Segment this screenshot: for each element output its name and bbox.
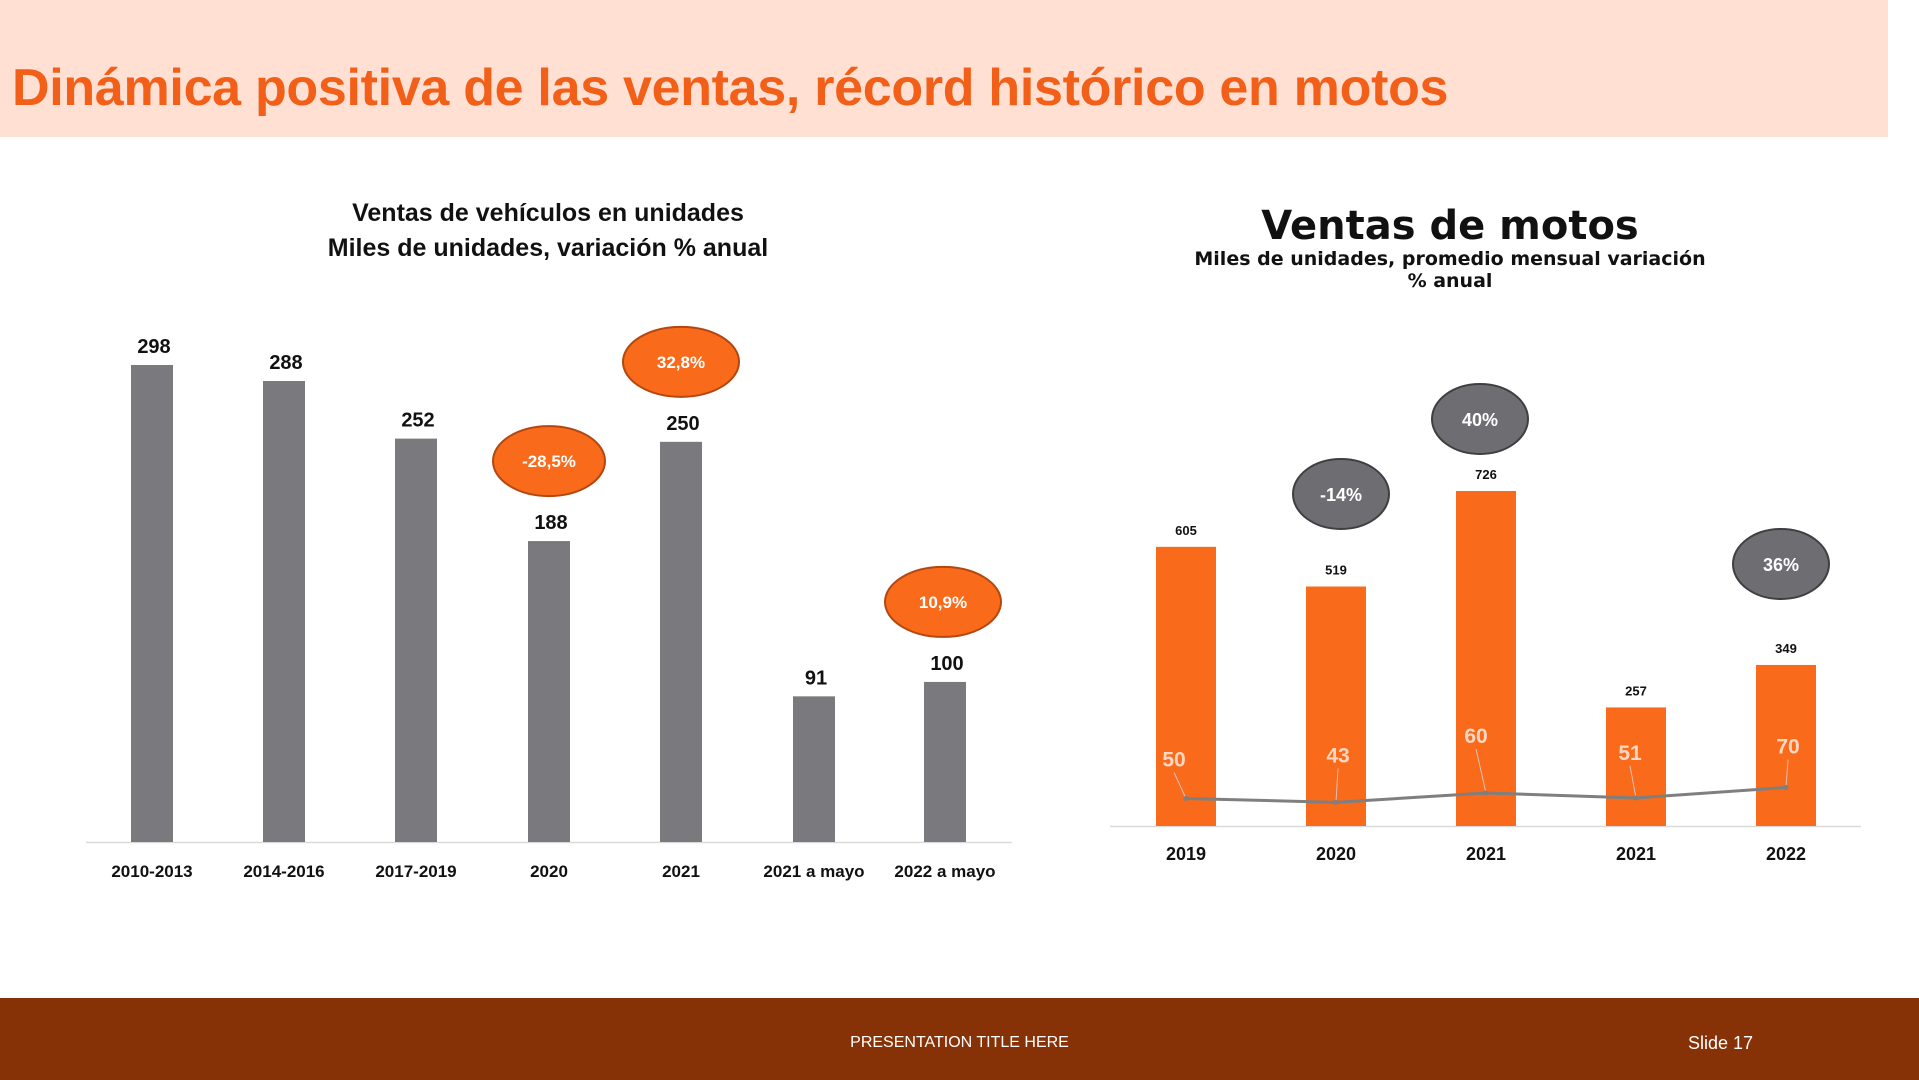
left-bar-value-label-6: 100 <box>930 653 963 675</box>
slide-number: Slide 17 <box>1688 1033 1754 1053</box>
right-line-label-3: 51 <box>1618 742 1642 765</box>
left-category-label-4: 2021 <box>662 862 700 881</box>
right-bar-value-label-4: 349 <box>1775 641 1797 656</box>
right-change-bubble-2 <box>1732 528 1830 600</box>
left-chart-title-block: Ventas de vehículos en unidades Miles de… <box>298 196 798 266</box>
left-bar-2 <box>395 438 437 842</box>
right-bar-3 <box>1606 707 1666 826</box>
right-line-label-4: 70 <box>1776 736 1799 759</box>
left-bar-value-label-2: 252 <box>401 410 434 432</box>
right-category-label-1: 2020 <box>1316 844 1356 864</box>
right-change-label-1: 40% <box>1462 410 1498 430</box>
header-banner: Dinámica positiva de las ventas, récord … <box>0 0 1888 137</box>
left-change-bubble-1 <box>622 325 740 398</box>
right-bar-2 <box>1456 491 1516 826</box>
right-bar-value-label-3: 257 <box>1625 683 1647 698</box>
right-change-bubble-1 <box>1431 383 1529 455</box>
right-line-label-2: 60 <box>1464 725 1487 748</box>
left-change-label-0: -28,5% <box>522 452 576 471</box>
right-chart-subtitle: Miles de unidades, promedio mensual vari… <box>1194 248 1706 292</box>
right-bar-0 <box>1156 546 1216 826</box>
right-category-label-4: 2022 <box>1766 844 1806 864</box>
left-bar-value-label-4: 250 <box>666 413 699 435</box>
left-category-label-0: 2010-2013 <box>111 862 192 881</box>
charts-canvas: 298 2010-2013 288 2014-2016 252 2017-2019 188 2… <box>86 325 1861 881</box>
right-category-label-3: 2021 <box>1616 844 1656 864</box>
right-line-point-1 <box>1333 799 1339 805</box>
left-bar-3 <box>528 541 570 842</box>
right-chart-title: Ventas de motos <box>1261 203 1639 249</box>
right-line-label-0: 50 <box>1162 749 1185 772</box>
left-change-bubble-0 <box>492 425 606 498</box>
right-bar-1 <box>1306 586 1366 826</box>
left-bar-6 <box>924 681 966 842</box>
right-line-point-0 <box>1183 796 1189 801</box>
left-bar-4 <box>660 441 702 842</box>
left-category-label-3: 2020 <box>530 862 568 881</box>
left-category-label-2: 2017-2019 <box>375 862 456 881</box>
right-category-label-2: 2021 <box>1466 844 1506 864</box>
left-bar-5 <box>793 696 835 842</box>
left-category-label-1: 2014-2016 <box>243 862 324 881</box>
footer-presentation-title: PRESENTATION TITLE HERE <box>850 1034 1069 1051</box>
right-bar-value-label-2: 726 <box>1475 467 1497 482</box>
right-line-leader-0 <box>1173 772 1187 799</box>
left-chart-subtitle: Miles de unidades, variación % anual <box>327 234 769 262</box>
left-category-label-6: 2022 a mayo <box>894 862 995 881</box>
right-change-label-2: 36% <box>1763 555 1799 575</box>
right-bar-value-label-1: 519 <box>1325 563 1347 578</box>
left-bar-value-label-5: 91 <box>805 667 827 689</box>
right-category-label-0: 2019 <box>1166 844 1206 864</box>
left-bar-value-label-3: 188 <box>534 512 567 534</box>
right-line-label-1: 43 <box>1326 744 1349 767</box>
right-line-point-2 <box>1483 790 1489 796</box>
right-line-leader-4 <box>1785 759 1789 788</box>
left-bar-0 <box>131 365 173 842</box>
left-category-label-5: 2021 a mayo <box>763 862 864 881</box>
right-bar-4 <box>1756 664 1816 826</box>
page-title: Dinámica positiva de las ventas, récord … <box>12 59 1449 117</box>
right-line-point-3 <box>1633 795 1639 801</box>
left-bar-value-label-1: 288 <box>269 352 302 374</box>
right-line-point-4 <box>1783 785 1789 790</box>
right-bar-value-label-0: 605 <box>1175 523 1197 538</box>
footer-bar: PRESENTATION TITLE HERE Slide 17 <box>0 998 1919 1080</box>
left-change-bubble-2 <box>884 565 1002 638</box>
right-line-leader-1 <box>1335 768 1339 803</box>
right-change-bubble-0 <box>1292 458 1390 530</box>
right-line-leader-3 <box>1629 765 1637 799</box>
left-change-label-2: 10,9% <box>919 593 967 612</box>
left-bar-1 <box>263 381 305 842</box>
right-line-leader-2 <box>1475 748 1487 794</box>
left-bar-value-label-0: 298 <box>137 336 170 358</box>
right-change-label-0: -14% <box>1320 485 1362 505</box>
left-chart-title: Ventas de vehículos en unidades <box>352 199 744 227</box>
left-change-label-1: 32,8% <box>657 353 705 372</box>
